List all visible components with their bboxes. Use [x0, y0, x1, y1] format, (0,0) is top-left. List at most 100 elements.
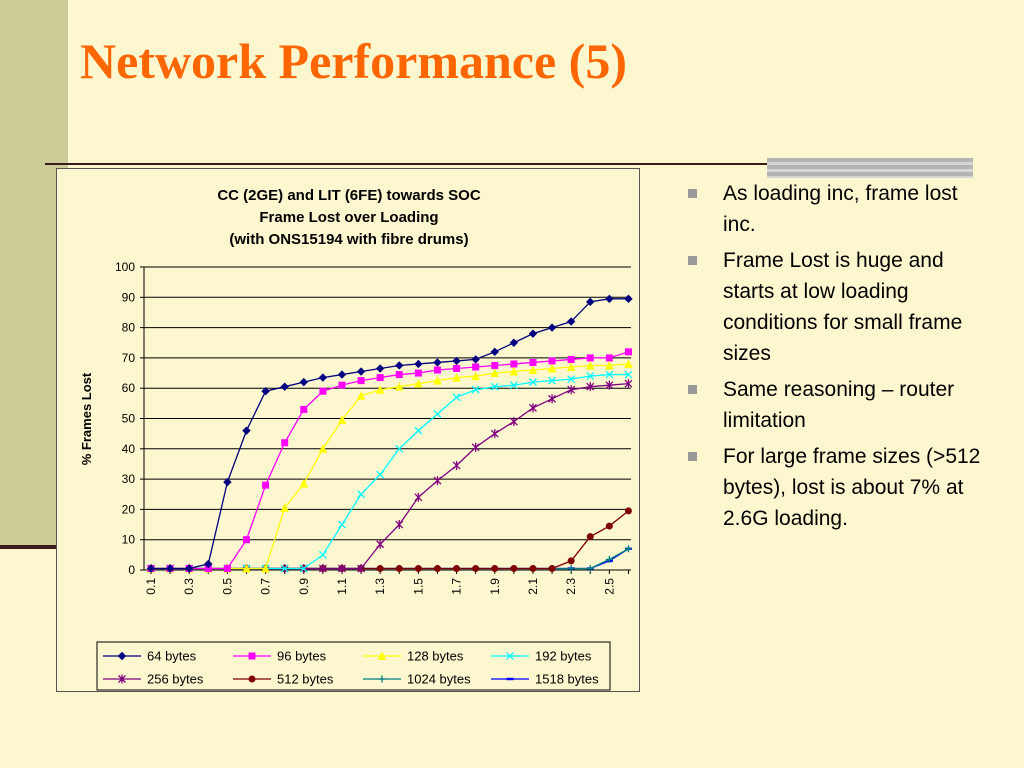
data-point [357, 490, 366, 499]
bullet-square-icon [688, 256, 697, 265]
data-point [471, 442, 480, 452]
data-point [318, 373, 328, 382]
data-point [414, 379, 423, 388]
data-point [117, 651, 127, 661]
data-point [280, 564, 289, 573]
data-point [452, 356, 461, 366]
data-point [433, 409, 442, 418]
data-point [300, 405, 308, 413]
legend-entry: 256 bytes [103, 672, 204, 687]
bullet-item: Same reasoning – router limitation [686, 374, 986, 436]
data-point [223, 564, 231, 572]
data-point [433, 476, 442, 486]
data-point [509, 338, 519, 347]
data-point [280, 503, 289, 512]
y-axis-label: % Frames Lost [79, 372, 94, 465]
data-point [490, 382, 499, 391]
data-point [624, 348, 632, 356]
series-1518-bytes [147, 547, 632, 570]
data-point [299, 377, 308, 387]
data-point [394, 382, 404, 391]
data-point [337, 415, 347, 425]
data-point [586, 564, 594, 572]
legend-entry: 512 bytes [233, 672, 334, 687]
data-point [605, 522, 613, 530]
legend-entry: 96 bytes [233, 649, 327, 664]
data-point [395, 444, 404, 453]
y-tick-label: 10 [122, 533, 136, 547]
legend-label: 64 bytes [147, 649, 197, 664]
data-point [262, 481, 270, 489]
data-point [548, 376, 557, 385]
chart-title-line: Frame Lost over Loading [259, 209, 438, 226]
bullet-item: For large frame sizes (>512 bytes), lost… [686, 441, 986, 534]
data-point [204, 564, 212, 572]
data-point [490, 347, 499, 357]
series-line [151, 548, 629, 570]
series-line [151, 383, 629, 570]
data-point [529, 564, 537, 572]
data-point [586, 533, 594, 541]
data-point [472, 564, 480, 572]
data-point [204, 559, 213, 569]
data-point [509, 366, 519, 376]
data-point [548, 564, 556, 572]
data-point [261, 387, 270, 396]
data-point [471, 371, 480, 381]
data-point [509, 417, 518, 427]
y-tick-label: 70 [122, 351, 136, 365]
data-point [490, 368, 500, 378]
data-point [567, 385, 576, 395]
data-point [491, 564, 499, 572]
data-point [318, 563, 327, 573]
data-point [414, 492, 423, 502]
data-point [453, 365, 461, 373]
data-point [319, 387, 327, 395]
bullet-text: Frame Lost is huge and starts at low loa… [723, 249, 963, 365]
data-point [395, 564, 403, 572]
x-tick-label: 2.3 [564, 578, 578, 595]
data-point [586, 297, 595, 307]
x-tick-label: 0.5 [220, 578, 234, 595]
bullet-square-icon [688, 452, 697, 461]
data-point [248, 675, 256, 683]
data-point [375, 364, 385, 373]
data-point [242, 536, 250, 544]
data-point [529, 378, 537, 387]
data-point [318, 444, 328, 453]
data-point [338, 381, 346, 389]
data-point [605, 555, 613, 563]
data-point [586, 372, 595, 381]
y-tick-label: 0 [128, 563, 135, 577]
data-point [605, 294, 614, 304]
data-point [376, 539, 385, 549]
data-point [356, 391, 366, 400]
series-line [151, 298, 629, 570]
bullet-text: For large frame sizes (>512 bytes), lost… [723, 445, 981, 530]
data-point [146, 564, 156, 573]
bullet-text: As loading inc, frame lost inc. [723, 182, 958, 236]
data-point [433, 366, 441, 374]
data-point [242, 563, 251, 573]
data-point [280, 382, 289, 391]
data-point [471, 385, 480, 394]
data-point [376, 470, 385, 479]
data-point [414, 426, 423, 435]
data-point [433, 376, 442, 385]
data-point [567, 355, 575, 363]
bullet-list: As loading inc, frame lost inc. Frame Lo… [686, 178, 986, 539]
data-point [337, 370, 347, 379]
y-tick-label: 100 [115, 260, 135, 274]
data-point [184, 564, 194, 573]
data-point [376, 564, 384, 572]
legend-label: 512 bytes [277, 672, 334, 687]
legend-entry: 128 bytes [363, 649, 464, 664]
data-point [248, 652, 256, 660]
data-point [356, 367, 366, 376]
x-tick-label: 2.1 [526, 578, 540, 595]
data-point [299, 479, 309, 488]
data-point [452, 460, 461, 470]
legend-box [96, 641, 611, 691]
data-point [395, 520, 404, 530]
data-point [567, 564, 575, 572]
